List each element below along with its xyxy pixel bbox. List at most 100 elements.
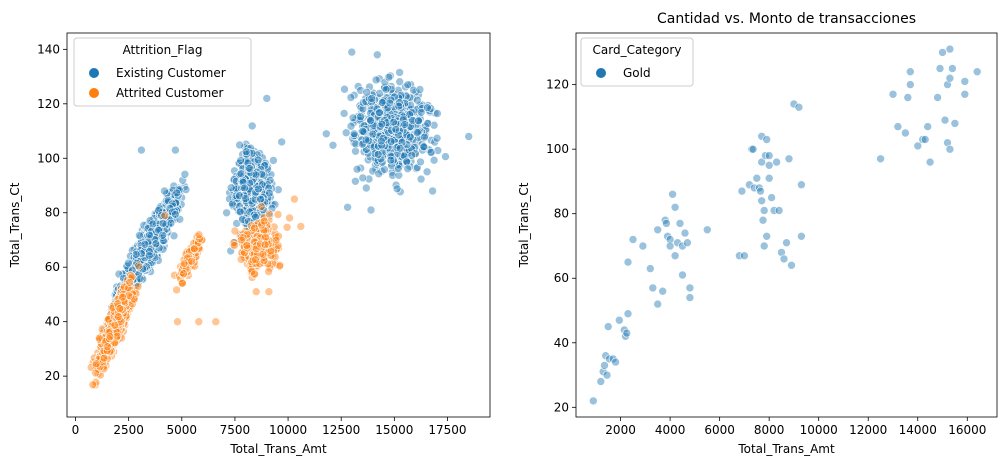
point-existing-customer (328, 141, 338, 150)
point-existing-customer (241, 147, 251, 156)
point-attrited-customer (261, 232, 270, 242)
point-gold (935, 64, 945, 73)
y-tick-label: 120 (546, 78, 569, 92)
point-existing-customer (412, 128, 422, 137)
point-existing-customer (226, 183, 236, 192)
point-existing-customer (400, 120, 410, 129)
point-existing-customer (413, 95, 422, 105)
point-attrited-customer (112, 331, 122, 341)
point-gold (756, 186, 765, 196)
x-tick-label: 12500 (322, 423, 360, 437)
point-existing-customer (269, 156, 278, 165)
point-existing-customer (124, 258, 133, 268)
point-existing-customer (148, 219, 158, 229)
point-gold (683, 238, 692, 247)
point-existing-customer (368, 129, 378, 139)
point-gold (787, 260, 796, 270)
legend-marker-attrited-customer (89, 88, 99, 98)
point-existing-customer (253, 155, 263, 165)
point-existing-customer (367, 94, 377, 103)
y-tick-label: 60 (554, 271, 569, 285)
point-gold (665, 241, 675, 251)
x-tick-label: 14000 (899, 423, 937, 437)
chart-gold-title: Cantidad vs. Monto de transacciones (657, 11, 916, 27)
point-existing-customer (386, 155, 396, 165)
point-gold (797, 180, 806, 189)
chart-attrition-y-axis-label: Total_Trans_Ct (8, 182, 22, 268)
point-existing-customer (236, 156, 245, 165)
point-attrited-customer (259, 216, 269, 226)
point-attrited-customer (285, 213, 294, 223)
chart-gold-plot-area (576, 33, 997, 417)
point-gold (759, 241, 769, 251)
x-tick-label: 0 (72, 423, 80, 437)
point-existing-customer (358, 126, 368, 136)
chart-attrition-legend-title: Attrition_Flag (123, 43, 203, 57)
point-gold (784, 154, 794, 164)
point-gold (923, 122, 933, 131)
point-attrited-customer (264, 267, 273, 276)
point-existing-customer (441, 152, 450, 161)
point-attrited-customer (194, 230, 204, 239)
chart-gold-y-axis-label: Total_Trans_Ct (517, 182, 531, 268)
point-attrited-customer (99, 353, 109, 363)
point-attrited-customer (290, 194, 299, 204)
point-existing-customer (393, 164, 403, 173)
point-gold (680, 228, 690, 238)
point-existing-customer (166, 218, 176, 228)
point-attrited-customer (179, 259, 189, 268)
point-gold (764, 151, 774, 160)
y-tick-label: 40 (554, 336, 569, 350)
x-tick-label: 10000 (269, 423, 307, 437)
point-existing-customer (256, 194, 265, 204)
point-existing-customer (145, 230, 154, 240)
point-gold (950, 119, 960, 128)
point-attrited-customer (105, 332, 115, 341)
point-gold (893, 122, 903, 131)
point-gold (623, 257, 633, 267)
x-tick-label: 10000 (800, 423, 838, 437)
legend-label-attrited-customer: Attrited Customer (116, 86, 224, 100)
point-attrited-customer (273, 210, 283, 219)
point-existing-customer (394, 101, 404, 111)
point-gold (903, 93, 913, 102)
point-existing-customer (366, 116, 376, 125)
point-gold (622, 328, 632, 338)
point-gold (752, 173, 762, 183)
point-existing-customer (321, 129, 331, 139)
point-gold (628, 235, 638, 244)
point-gold (623, 309, 633, 319)
point-gold (772, 157, 781, 167)
point-existing-customer (346, 93, 356, 102)
point-existing-customer (381, 85, 391, 94)
point-gold (653, 225, 663, 235)
point-existing-customer (426, 148, 436, 157)
point-attrited-customer (178, 279, 187, 288)
point-attrited-customer (296, 222, 306, 231)
point-existing-customer (351, 147, 360, 156)
point-existing-customer (251, 170, 261, 180)
point-gold (925, 157, 935, 167)
point-gold (645, 264, 655, 273)
point-attrited-customer (173, 317, 182, 327)
point-gold (702, 225, 712, 235)
point-gold (960, 90, 970, 99)
point-existing-customer (356, 112, 365, 121)
legend-marker-gold (596, 68, 606, 78)
point-attrited-customer (230, 241, 239, 250)
point-existing-customer (376, 136, 386, 146)
point-existing-customer (137, 145, 146, 155)
point-existing-customer (172, 188, 182, 198)
y-tick-label: 100 (546, 142, 569, 156)
point-attrited-customer (256, 202, 266, 211)
y-tick-label: 120 (37, 97, 60, 111)
y-tick-label: 80 (554, 207, 569, 221)
y-tick-label: 60 (45, 260, 60, 274)
point-existing-customer (428, 186, 437, 196)
x-tick-label: 16000 (948, 423, 986, 437)
point-gold (662, 219, 671, 228)
point-attrited-customer (88, 380, 98, 390)
chart-gold-card: 2000 4000 6000 8000 10000 12000 14000 16000 20 4… (517, 11, 998, 456)
point-gold (737, 186, 747, 196)
point-attrited-customer (160, 211, 170, 220)
